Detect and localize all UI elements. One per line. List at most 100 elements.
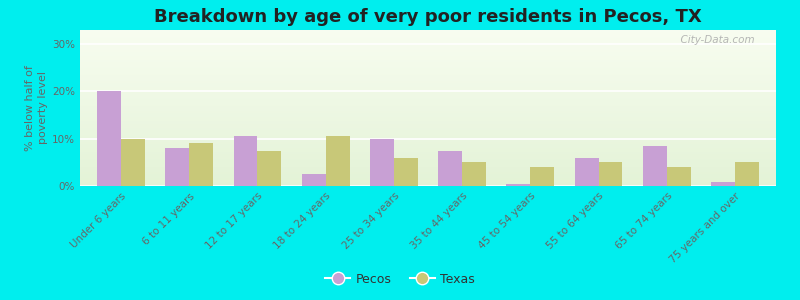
Bar <box>234 136 258 186</box>
Bar <box>80 178 776 179</box>
Bar <box>711 182 735 186</box>
Bar <box>80 106 776 107</box>
Bar <box>80 72 776 73</box>
Bar <box>80 81 776 82</box>
Bar <box>80 112 776 113</box>
Bar <box>80 42 776 43</box>
Bar <box>80 38 776 39</box>
Bar <box>80 43 776 44</box>
Bar <box>80 155 776 156</box>
Bar <box>80 162 776 163</box>
Bar <box>80 57 776 58</box>
Bar <box>80 67 776 68</box>
Bar <box>80 39 776 40</box>
Bar <box>462 162 486 186</box>
Bar <box>80 150 776 151</box>
Bar <box>80 118 776 119</box>
Bar <box>80 133 776 134</box>
Bar <box>80 110 776 111</box>
Bar <box>80 68 776 69</box>
Bar <box>80 64 776 65</box>
Bar <box>80 134 776 135</box>
Bar <box>80 185 776 186</box>
Bar <box>80 97 776 98</box>
Bar <box>80 49 776 50</box>
Bar <box>80 179 776 180</box>
Bar <box>80 53 776 54</box>
Title: Breakdown by age of very poor residents in Pecos, TX: Breakdown by age of very poor residents … <box>154 8 702 26</box>
Bar <box>80 142 776 143</box>
Bar <box>80 184 776 185</box>
Bar <box>735 162 759 186</box>
Bar <box>80 50 776 51</box>
Bar <box>80 131 776 132</box>
Bar <box>80 121 776 122</box>
Bar <box>80 103 776 104</box>
Bar <box>80 45 776 46</box>
Bar <box>80 164 776 165</box>
Bar <box>80 104 776 105</box>
Bar <box>80 151 776 152</box>
Bar <box>80 47 776 48</box>
Bar <box>80 76 776 77</box>
Bar <box>643 146 667 186</box>
Bar <box>80 93 776 94</box>
Bar <box>80 65 776 66</box>
Bar <box>258 151 282 186</box>
Bar <box>80 158 776 159</box>
Bar <box>80 31 776 32</box>
Bar <box>80 181 776 182</box>
Bar <box>80 90 776 91</box>
Bar <box>80 176 776 177</box>
Bar <box>80 135 776 136</box>
Bar <box>80 174 776 175</box>
Bar <box>80 159 776 160</box>
Bar <box>80 55 776 56</box>
Bar <box>80 160 776 161</box>
Bar <box>189 143 213 186</box>
Bar <box>80 108 776 109</box>
Bar <box>80 125 776 126</box>
Bar <box>80 123 776 124</box>
Bar <box>80 182 776 183</box>
Bar <box>80 126 776 127</box>
Bar <box>80 157 776 158</box>
Bar <box>80 165 776 166</box>
Bar <box>80 175 776 176</box>
Bar <box>302 174 326 186</box>
Bar <box>80 129 776 130</box>
Bar <box>80 116 776 117</box>
Bar <box>80 89 776 90</box>
Bar <box>80 128 776 129</box>
Bar <box>121 139 145 186</box>
Text: City-Data.com: City-Data.com <box>674 35 755 45</box>
Bar <box>80 170 776 171</box>
Bar <box>530 167 554 186</box>
Bar <box>80 152 776 153</box>
Bar <box>80 168 776 169</box>
Bar <box>80 84 776 85</box>
Bar <box>80 63 776 64</box>
Bar <box>80 163 776 164</box>
Bar <box>80 48 776 49</box>
Bar <box>80 85 776 86</box>
Bar <box>80 56 776 57</box>
Bar <box>80 105 776 106</box>
Bar <box>80 34 776 35</box>
Bar <box>80 46 776 47</box>
Bar <box>80 32 776 33</box>
Bar <box>506 184 530 186</box>
Bar <box>80 85 776 86</box>
Bar <box>80 156 776 157</box>
Legend: Pecos, Texas: Pecos, Texas <box>320 268 480 291</box>
Bar <box>80 40 776 41</box>
Bar <box>80 75 776 76</box>
Bar <box>80 37 776 38</box>
Bar <box>80 166 776 167</box>
Bar <box>80 80 776 81</box>
Bar <box>166 148 189 186</box>
Bar <box>80 144 776 145</box>
Bar <box>80 87 776 88</box>
Bar <box>80 169 776 170</box>
Bar <box>80 101 776 102</box>
